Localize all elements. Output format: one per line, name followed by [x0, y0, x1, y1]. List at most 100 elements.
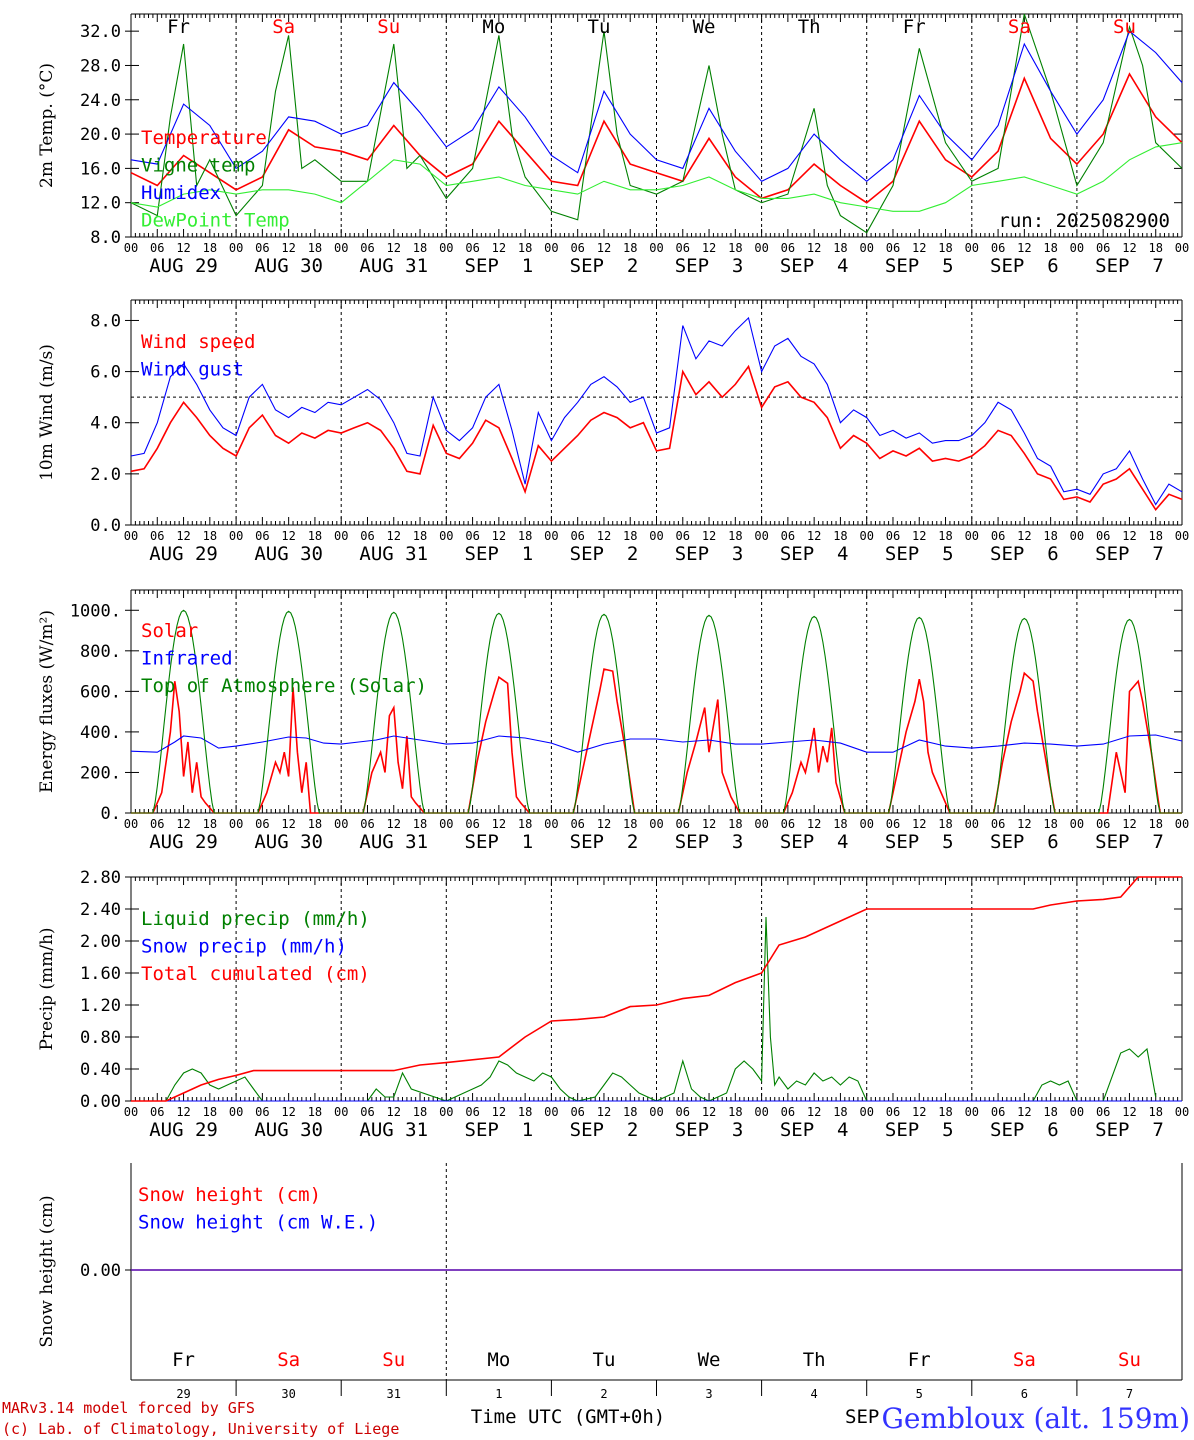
legend-snow-height-cm-: Snow height (cm) [138, 1184, 321, 1206]
hour-tick-label: 00 [754, 241, 768, 255]
date-label: SEP 4 [780, 255, 849, 277]
hour-tick-label: 00 [1070, 817, 1084, 831]
y-tick-label: 0. [101, 804, 121, 824]
hour-tick-label: 06 [676, 1105, 690, 1119]
hour-tick-label: 06 [1096, 817, 1110, 831]
hour-tick-label: 06 [886, 529, 900, 543]
day-number: 1 [495, 1387, 502, 1401]
date-label: SEP 2 [570, 543, 639, 565]
y-tick-label: 0.0 [90, 516, 121, 536]
legend-temperature: Temperature [141, 127, 267, 149]
legend-dewpoint-temp: DewPoint Temp [141, 210, 290, 232]
day-name: Fr [172, 1349, 195, 1371]
date-label: SEP 2 [570, 831, 639, 853]
hour-tick-label: 12 [912, 1105, 926, 1119]
date-label: AUG 31 [359, 1119, 428, 1141]
date-label: AUG 31 [359, 831, 428, 853]
x-axis-month: SEP [845, 1406, 879, 1428]
hour-tick-label: 06 [150, 241, 164, 255]
y-axis-label: Energy fluxes (W/m²) [37, 610, 57, 793]
hour-tick-label: 06 [570, 241, 584, 255]
hour-tick-label: 12 [807, 529, 821, 543]
date-label: AUG 29 [149, 831, 218, 853]
hour-tick-label: 06 [886, 1105, 900, 1119]
hour-tick-label: 12 [1017, 529, 1031, 543]
hour-tick-label: 06 [1096, 241, 1110, 255]
hour-tick-label: 06 [781, 241, 795, 255]
hour-tick-label: 06 [991, 817, 1005, 831]
hour-tick-label: 06 [886, 241, 900, 255]
date-label: AUG 31 [359, 255, 428, 277]
footer-model-note: MARv3.14 model forced by GFS [2, 1399, 255, 1417]
hour-tick-label: 18 [308, 817, 322, 831]
hour-tick-label: 00 [229, 817, 243, 831]
date-label: AUG 30 [254, 831, 323, 853]
hour-tick-label: 18 [623, 1105, 637, 1119]
hour-tick-label: 18 [938, 1105, 952, 1119]
day-number: 2 [600, 1387, 607, 1401]
hour-tick-label: 12 [807, 817, 821, 831]
y-tick-label: 1000. [70, 601, 121, 621]
y-tick-label: 1.20 [80, 996, 121, 1016]
y-tick-label: 6.0 [90, 363, 121, 383]
day-name-top: We [693, 16, 716, 38]
y-tick-label: 2.00 [80, 932, 121, 952]
y-tick-label: 4.0 [90, 414, 121, 434]
day-name: Sa [277, 1349, 300, 1371]
hour-tick-label: 18 [518, 529, 532, 543]
hour-tick-label: 12 [176, 241, 190, 255]
date-label: SEP 1 [465, 255, 534, 277]
hour-tick-label: 18 [728, 241, 742, 255]
y-tick-label: 2.0 [90, 465, 121, 485]
hour-tick-label: 12 [176, 1105, 190, 1119]
y-tick-label: 0.40 [80, 1060, 121, 1080]
hour-tick-label: 12 [1017, 1105, 1031, 1119]
day-number: 3 [705, 1387, 712, 1401]
hour-tick-label: 00 [334, 529, 348, 543]
hour-tick-label: 18 [938, 529, 952, 543]
y-axis-label: 10m Wind (m/s) [37, 344, 57, 481]
y-tick-label: 0.00 [80, 1261, 121, 1281]
hour-tick-label: 06 [150, 529, 164, 543]
day-name-top: Su [1113, 16, 1136, 38]
hour-tick-label: 12 [492, 817, 506, 831]
date-label: SEP 5 [885, 543, 954, 565]
y-tick-label: 800. [80, 642, 121, 662]
hour-tick-label: 12 [492, 1105, 506, 1119]
hour-tick-label: 00 [439, 817, 453, 831]
date-label: SEP 6 [990, 255, 1059, 277]
legend-wind-gust: Wind gust [141, 359, 244, 381]
legend-liquid-precip-mm-h-: Liquid precip (mm/h) [141, 908, 370, 930]
hour-tick-label: 12 [387, 1105, 401, 1119]
y-tick-label: 0.00 [80, 1092, 121, 1112]
hour-tick-label: 06 [360, 529, 374, 543]
day-name-top: Tu [588, 16, 611, 38]
date-label: SEP 3 [675, 1119, 744, 1141]
y-axis-label: 2m Temp. (°C) [37, 63, 57, 188]
hour-tick-label: 18 [833, 1105, 847, 1119]
hour-tick-label: 00 [1070, 1105, 1084, 1119]
hour-tick-label: 18 [623, 241, 637, 255]
hour-tick-label: 12 [1122, 529, 1136, 543]
hour-tick-label: 06 [465, 817, 479, 831]
hour-tick-label: 06 [570, 817, 584, 831]
day-name-top: Fr [167, 16, 190, 38]
hour-tick-label: 06 [991, 1105, 1005, 1119]
series-line-wind-speed [130, 364, 1183, 512]
hour-tick-label: 12 [597, 241, 611, 255]
hour-tick-label: 06 [255, 1105, 269, 1119]
date-label: SEP 5 [885, 255, 954, 277]
hour-tick-label: 06 [781, 529, 795, 543]
hour-tick-label: 00 [1070, 529, 1084, 543]
y-tick-label: 12.0 [80, 194, 121, 214]
date-label: SEP 6 [990, 543, 1059, 565]
hour-tick-label: 18 [308, 529, 322, 543]
date-label: SEP 1 [465, 1119, 534, 1141]
hour-tick-label: 00 [1175, 1105, 1189, 1119]
hour-tick-label: 18 [413, 1105, 427, 1119]
hour-tick-label: 12 [702, 241, 716, 255]
hour-tick-label: 18 [518, 1105, 532, 1119]
hour-tick-label: 12 [702, 817, 716, 831]
hour-tick-label: 06 [570, 529, 584, 543]
hour-tick-label: 06 [991, 529, 1005, 543]
